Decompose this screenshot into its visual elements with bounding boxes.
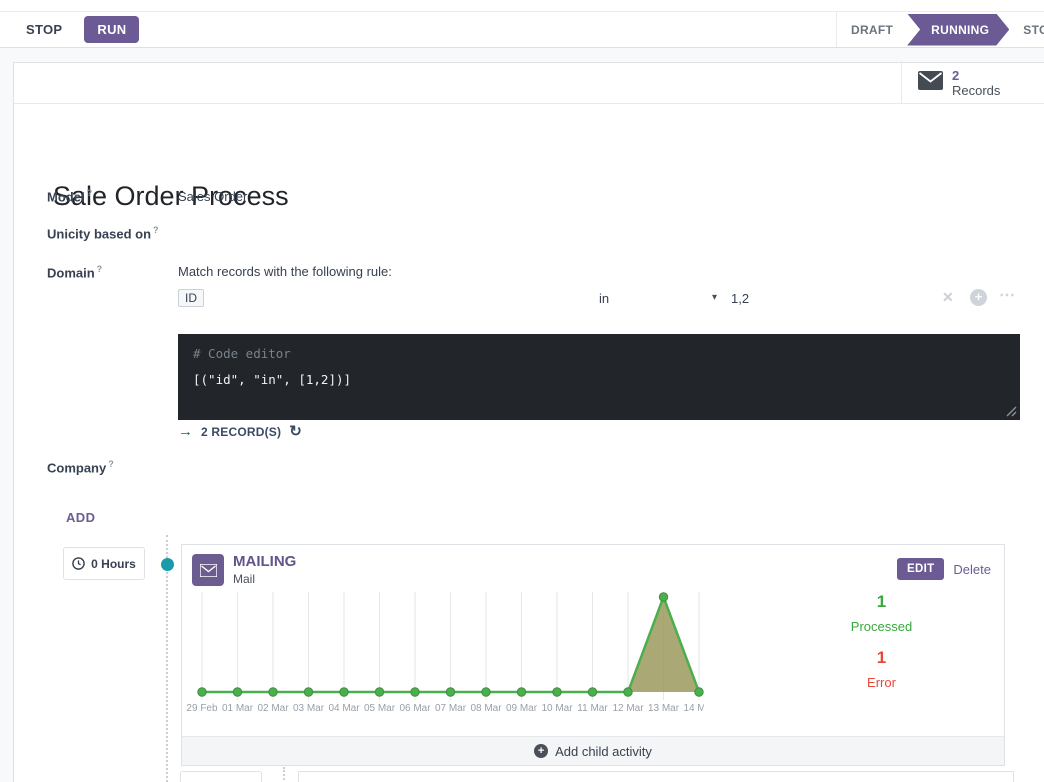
record-count-link[interactable]: 2 RECORD(S)	[201, 425, 282, 439]
child-trigger-button[interactable]	[180, 771, 262, 782]
svg-text:01 Mar: 01 Mar	[222, 703, 254, 714]
svg-text:06 Mar: 06 Mar	[399, 703, 431, 714]
rule-add-icon[interactable]: +	[970, 289, 987, 306]
records-count: 2	[952, 67, 960, 83]
svg-text:03 Mar: 03 Mar	[293, 703, 325, 714]
sheet-header: 2 Records	[14, 63, 1044, 104]
clock-icon	[72, 557, 85, 570]
child-timeline-line	[283, 767, 285, 782]
error-label[interactable]: Error	[867, 675, 896, 690]
timeline-dot	[161, 558, 174, 571]
rule-more-icon[interactable]: ⋯	[999, 287, 1016, 304]
error-count[interactable]: 1	[876, 648, 887, 667]
activity-subtitle: Mail	[233, 572, 256, 586]
page-title: Sale Order Process	[53, 181, 289, 211]
domain-help-icon[interactable]: ?	[96, 264, 103, 274]
window-top-strip	[0, 0, 1044, 11]
stage-draft[interactable]: DRAFT	[851, 22, 894, 37]
code-editor-placeholder: # Code editor	[193, 346, 291, 361]
svg-text:07 Mar: 07 Mar	[435, 703, 467, 714]
trigger-delay-label: 0 Hours	[91, 556, 136, 571]
edit-button[interactable]: EDIT	[897, 558, 945, 580]
activity-stats: 1 Processed 1 Error	[804, 592, 959, 690]
svg-text:08 Mar: 08 Mar	[470, 703, 502, 714]
refresh-icon[interactable]: ↻	[289, 423, 302, 440]
arrow-right-icon: →	[178, 423, 193, 440]
child-activity-card	[298, 771, 1014, 782]
svg-text:11 Mar: 11 Mar	[577, 703, 608, 714]
add-child-activity-button[interactable]: + Add child activity	[182, 736, 1004, 765]
company-help-icon[interactable]: ?	[108, 459, 114, 469]
processed-count[interactable]: 1	[876, 592, 887, 611]
rule-operator-select[interactable]: in	[599, 291, 610, 306]
stage-stopped[interactable]: STOPPED	[1023, 22, 1044, 37]
company-label: Company?	[47, 459, 114, 476]
mail-activity-icon	[192, 554, 224, 586]
timeline-line	[166, 535, 168, 782]
svg-text:05 Mar: 05 Mar	[364, 703, 396, 714]
trigger-delay-button[interactable]: 0 Hours	[63, 547, 145, 580]
svg-text:12 Mar: 12 Mar	[612, 703, 644, 714]
domain-label: Domain?	[47, 264, 103, 281]
activity-chart: 29 Feb 01 Mar 02 Mar 03 Mar 04 Mar 05 Mar 06 M…	[182, 590, 715, 717]
model-help-icon[interactable]: ?	[86, 188, 93, 198]
add-activity-button[interactable]: ADD	[66, 510, 96, 525]
rule-delete-icon[interactable]: ✕	[942, 289, 954, 305]
stage-running[interactable]: RUNNING	[907, 14, 1009, 46]
svg-text:14 Mar: 14 Mar	[683, 703, 704, 714]
processed-label[interactable]: Processed	[850, 619, 913, 634]
svg-text:29 Feb: 29 Feb	[186, 703, 218, 714]
code-editor-content: [("id", "in", [1,2])]	[193, 372, 352, 387]
svg-text:10 Mar: 10 Mar	[541, 703, 573, 714]
records-stat-button[interactable]: 2 Records	[901, 63, 1017, 103]
records-label: Records	[952, 82, 1001, 98]
svg-text:02 Mar: 02 Mar	[257, 703, 289, 714]
activity-title: MAILING	[233, 553, 297, 570]
control-bar: STOP RUN DRAFT RUNNING STOPPED	[0, 11, 1044, 48]
activity-card: MAILING Mail EDIT Delete 29 Feb 01 Mar 02 …	[181, 544, 1005, 766]
run-button[interactable]: RUN	[84, 16, 140, 43]
status-pipeline: DRAFT RUNNING STOPPED	[836, 12, 1044, 47]
chevron-down-icon[interactable]: ▾	[712, 292, 718, 303]
activity-card-header: MAILING Mail EDIT Delete	[182, 545, 1004, 586]
unicity-help-icon[interactable]: ?	[153, 225, 159, 235]
plus-circle-icon: +	[534, 744, 549, 758]
svg-text:09 Mar: 09 Mar	[506, 703, 538, 714]
delete-link[interactable]: Delete	[953, 561, 991, 577]
record-count-line: → 2 RECORD(S) ↻	[178, 423, 302, 440]
model-label: Model?	[47, 188, 93, 205]
unicity-label: Unicity based on?	[47, 225, 159, 242]
svg-text:13 Mar: 13 Mar	[648, 703, 680, 714]
add-child-activity-label: Add child activity	[555, 743, 652, 759]
envelope-icon	[918, 71, 943, 95]
domain-code-editor[interactable]: # Code editor [("id", "in", [1,2])]	[178, 334, 1020, 420]
stop-button[interactable]: STOP	[22, 16, 66, 43]
rule-value-input[interactable]: 1,2	[731, 291, 750, 306]
form-sheet: 2 Records Sale Order Process Model? Sale…	[13, 62, 1044, 782]
svg-text:04 Mar: 04 Mar	[328, 703, 360, 714]
model-value[interactable]: Sales Order	[178, 189, 248, 204]
domain-intro-text: Match records with the following rule:	[178, 264, 392, 279]
resize-grip-icon[interactable]	[1006, 406, 1017, 417]
rule-field-tag[interactable]: ID	[178, 289, 204, 307]
